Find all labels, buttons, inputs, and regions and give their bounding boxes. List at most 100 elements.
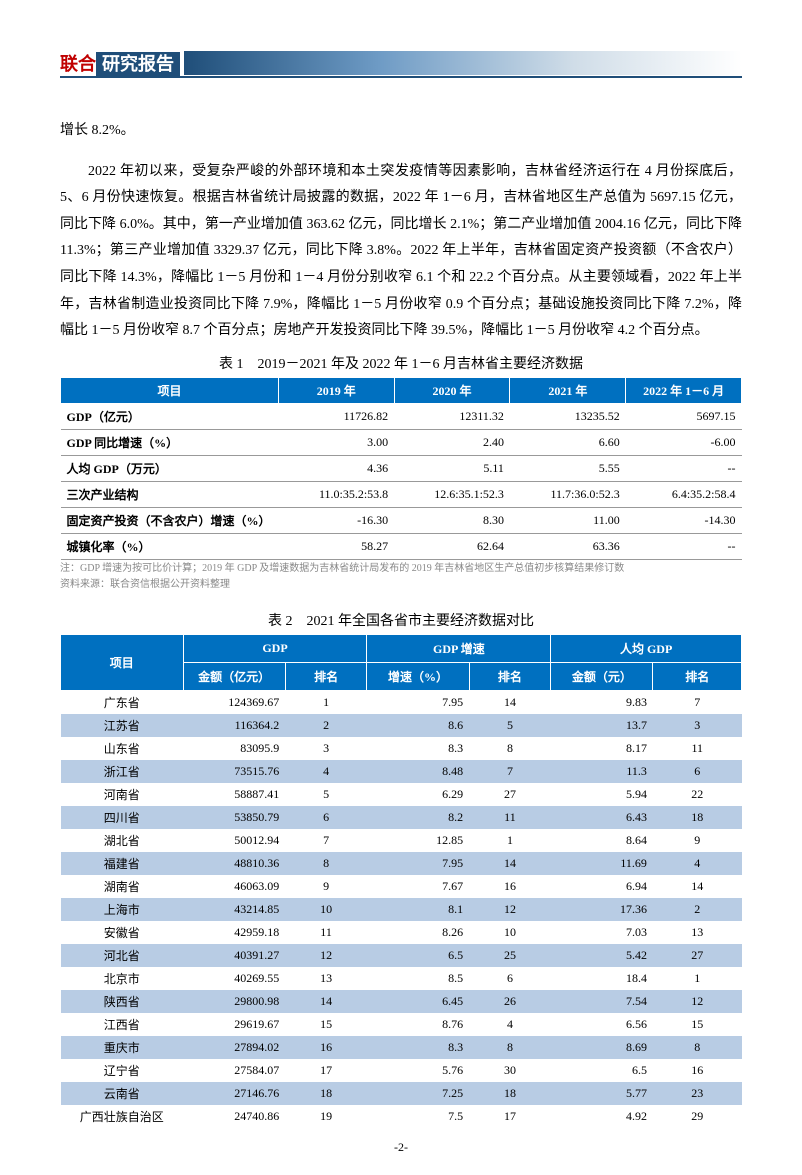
- table1-h0: 项目: [61, 377, 279, 403]
- table-row: 河南省58887.4156.29275.9422: [61, 783, 742, 806]
- table2-cell: 6: [653, 760, 742, 783]
- table2-sh5: 排名: [653, 662, 742, 690]
- table-row: 人均 GDP（万元）4.365.115.55--: [61, 455, 742, 481]
- table1-h4: 2022 年 1－6 月: [626, 377, 742, 403]
- table2-cell: 11: [285, 921, 367, 944]
- table2-cell: 25: [469, 944, 551, 967]
- table2-gh0: 项目: [61, 634, 184, 690]
- table-row: 广西壮族自治区24740.86197.5174.9229: [61, 1105, 742, 1128]
- table2-cell: 1: [285, 690, 367, 714]
- table-row: 安徽省42959.18118.26107.0313: [61, 921, 742, 944]
- table-row: GDP 同比增速（%）3.002.406.60-6.00: [61, 429, 742, 455]
- table2-cell: 12.85: [367, 829, 469, 852]
- table1-cell: 3.00: [278, 429, 394, 455]
- table2-cell: 8.3: [367, 1036, 469, 1059]
- table2-cell: 17.36: [551, 898, 653, 921]
- table2-gh3: 人均 GDP: [551, 634, 742, 662]
- table2-cell: 8: [653, 1036, 742, 1059]
- table2-cell: 12: [469, 898, 551, 921]
- table1-cell: 12311.32: [394, 403, 510, 429]
- table1-cell: --: [626, 455, 742, 481]
- table-row: 云南省27146.76187.25185.7723: [61, 1082, 742, 1105]
- table1-cell: 5697.15: [626, 403, 742, 429]
- table2-cell: 5.94: [551, 783, 653, 806]
- table2-cell: 12: [285, 944, 367, 967]
- table2-cell: 8.6: [367, 714, 469, 737]
- table2-cell: 11: [469, 806, 551, 829]
- table2-cell: 5.76: [367, 1059, 469, 1082]
- table1-cell: -14.30: [626, 507, 742, 533]
- table1-cell: 2.40: [394, 429, 510, 455]
- table2-cell: 24740.86: [183, 1105, 285, 1128]
- table2-cell: 13: [653, 921, 742, 944]
- paragraph-0: 增长 8.2%。: [60, 118, 742, 145]
- table2-cell: 8: [469, 1036, 551, 1059]
- table1-cell: 13235.52: [510, 403, 626, 429]
- table2-cell: 29800.98: [183, 990, 285, 1013]
- table2-cell: 116364.2: [183, 714, 285, 737]
- table2-province: 湖北省: [61, 829, 184, 852]
- table2-cell: 11.3: [551, 760, 653, 783]
- table2-cell: 12: [653, 990, 742, 1013]
- table-row: 福建省48810.3687.951411.694: [61, 852, 742, 875]
- table-row: 江苏省116364.228.6513.73: [61, 714, 742, 737]
- table2-cell: 9.83: [551, 690, 653, 714]
- table2-cell: 8: [285, 852, 367, 875]
- table2-cell: 18: [469, 1082, 551, 1105]
- table1-cell: 11.0:35.2:53.8: [278, 481, 394, 507]
- table1-cell: -6.00: [626, 429, 742, 455]
- table2-cell: 29: [653, 1105, 742, 1128]
- table1-h2: 2020 年: [394, 377, 510, 403]
- table1-cell: 6.4:35.2:58.4: [626, 481, 742, 507]
- table2-cell: 8.2: [367, 806, 469, 829]
- table2-sh4: 金额（元）: [551, 662, 653, 690]
- table2-cell: 14: [469, 690, 551, 714]
- table2-cell: 6.56: [551, 1013, 653, 1036]
- table1-h3: 2021 年: [510, 377, 626, 403]
- table2-cell: 42959.18: [183, 921, 285, 944]
- table2-cell: 7.95: [367, 690, 469, 714]
- table2-cell: 3: [285, 737, 367, 760]
- logo-text-red: 联合: [60, 54, 96, 74]
- logo: 联合研究报告: [60, 50, 184, 76]
- table2-cell: 58887.41: [183, 783, 285, 806]
- table1-cell: -16.30: [278, 507, 394, 533]
- table-row: 湖北省50012.94712.8518.649: [61, 829, 742, 852]
- paragraph-1: 2022 年初以来，受复杂严峻的外部环境和本土突发疫情等因素影响，吉林省经济运行…: [60, 159, 742, 345]
- table1-cell: 4.36: [278, 455, 394, 481]
- table2-cell: 9: [653, 829, 742, 852]
- table-row: 湖南省46063.0997.67166.9414: [61, 875, 742, 898]
- table2-cell: 6: [469, 967, 551, 990]
- table1-h1: 2019 年: [278, 377, 394, 403]
- table2-cell: 8.64: [551, 829, 653, 852]
- table2-cell: 8.76: [367, 1013, 469, 1036]
- table2-cell: 7: [653, 690, 742, 714]
- table2-cell: 3: [653, 714, 742, 737]
- table2-cell: 1: [469, 829, 551, 852]
- table2-cell: 5: [469, 714, 551, 737]
- table2-province: 云南省: [61, 1082, 184, 1105]
- table1-cell: 12.6:35.1:52.3: [394, 481, 510, 507]
- table2-gh1: GDP: [183, 634, 367, 662]
- table1-cell: --: [626, 533, 742, 559]
- table2-cell: 17: [469, 1105, 551, 1128]
- table2-cell: 27146.76: [183, 1082, 285, 1105]
- table2-cell: 17: [285, 1059, 367, 1082]
- table2-cell: 22: [653, 783, 742, 806]
- table-row: 陕西省29800.98146.45267.5412: [61, 990, 742, 1013]
- table2-gh2: GDP 增速: [367, 634, 551, 662]
- table2-cell: 8.5: [367, 967, 469, 990]
- table2-cell: 7.25: [367, 1082, 469, 1105]
- table-row: 浙江省73515.7648.48711.36: [61, 760, 742, 783]
- table2-cell: 5: [285, 783, 367, 806]
- table1-cell: 5.11: [394, 455, 510, 481]
- table2-sh0: 金额（亿元）: [183, 662, 285, 690]
- table1-row-label: 城镇化率（%）: [61, 533, 279, 559]
- table2-cell: 13.7: [551, 714, 653, 737]
- table2-province: 上海市: [61, 898, 184, 921]
- table2-cell: 8.69: [551, 1036, 653, 1059]
- table2-province: 福建省: [61, 852, 184, 875]
- table2-cell: 13: [285, 967, 367, 990]
- table2-province: 北京市: [61, 967, 184, 990]
- table2-province: 浙江省: [61, 760, 184, 783]
